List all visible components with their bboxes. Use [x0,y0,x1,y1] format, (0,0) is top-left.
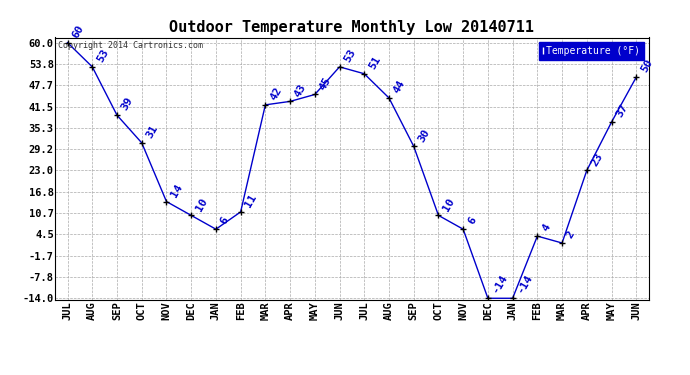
Text: 11: 11 [244,192,259,209]
Text: 37: 37 [614,103,630,119]
Text: Copyright 2014 Cartronics.com: Copyright 2014 Cartronics.com [58,42,203,51]
Text: 30: 30 [417,127,432,144]
Text: 42: 42 [268,86,284,102]
Text: 60: 60 [70,23,86,40]
Text: -14: -14 [515,273,534,296]
Text: 43: 43 [293,82,308,99]
Text: 10: 10 [441,196,457,213]
Text: 14: 14 [169,182,185,199]
Text: 53: 53 [95,47,110,64]
Text: 44: 44 [392,78,407,95]
Text: 51: 51 [367,54,382,71]
Text: -14: -14 [491,273,509,296]
Title: Outdoor Temperature Monthly Low 20140711: Outdoor Temperature Monthly Low 20140711 [170,20,534,35]
Legend: Temperature (°F): Temperature (°F) [539,42,644,60]
Text: 10: 10 [194,196,209,213]
Text: 50: 50 [639,58,654,75]
Text: 6: 6 [466,216,478,226]
Text: 6: 6 [219,216,230,226]
Text: 4: 4 [540,222,552,233]
Text: 31: 31 [144,123,160,140]
Text: 2: 2 [565,230,577,240]
Text: 39: 39 [120,96,135,112]
Text: 23: 23 [589,151,605,168]
Text: 45: 45 [317,75,333,92]
Text: 53: 53 [342,47,357,64]
